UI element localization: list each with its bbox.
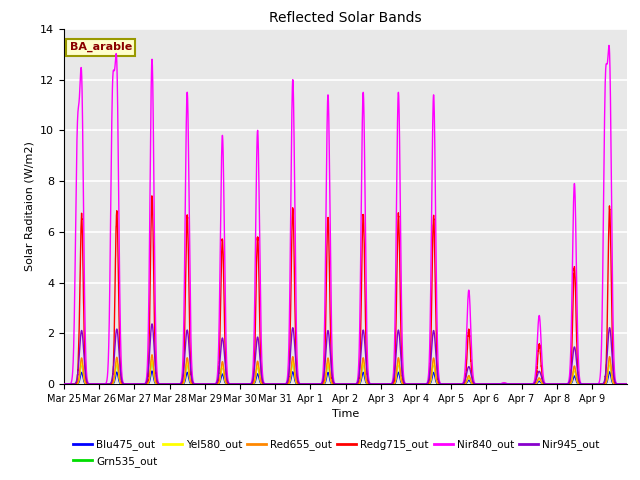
Redg715_out bbox=[367, 381, 374, 387]
X-axis label: Time: Time bbox=[332, 409, 359, 419]
Nir945_out bbox=[623, 381, 631, 387]
Redg715_out bbox=[397, 323, 404, 329]
Redg715_out bbox=[60, 381, 68, 387]
Yel580_out bbox=[148, 357, 156, 362]
Y-axis label: Solar Raditaion (W/m2): Solar Raditaion (W/m2) bbox=[24, 142, 35, 271]
Red655_out bbox=[500, 381, 508, 387]
Nir945_out bbox=[148, 321, 156, 327]
Nir840_out bbox=[397, 235, 404, 240]
Red655_out bbox=[528, 381, 536, 387]
Red655_out bbox=[623, 381, 631, 387]
Nir945_out bbox=[517, 381, 525, 387]
Line: Nir945_out: Nir945_out bbox=[64, 324, 627, 384]
Nir945_out bbox=[60, 381, 68, 387]
Blu475_out bbox=[60, 381, 68, 387]
Nir840_out bbox=[500, 380, 508, 385]
Yel580_out bbox=[623, 381, 631, 387]
Redg715_out bbox=[177, 381, 185, 387]
Blu475_out bbox=[528, 381, 536, 387]
Yel580_out bbox=[543, 381, 550, 387]
Grn535_out bbox=[528, 381, 536, 387]
Red655_out bbox=[543, 381, 550, 387]
Grn535_out bbox=[367, 381, 374, 387]
Red655_out bbox=[177, 381, 185, 387]
Nir840_out bbox=[367, 381, 374, 386]
Nir840_out bbox=[543, 381, 550, 387]
Line: Yel580_out: Yel580_out bbox=[64, 360, 627, 384]
Grn535_out bbox=[148, 357, 156, 362]
Text: BA_arable: BA_arable bbox=[70, 42, 132, 52]
Redg715_out bbox=[528, 381, 536, 387]
Grn535_out bbox=[397, 375, 404, 381]
Yel580_out bbox=[60, 381, 68, 387]
Blu475_out bbox=[397, 379, 404, 384]
Blu475_out bbox=[623, 381, 631, 387]
Title: Reflected Solar Bands: Reflected Solar Bands bbox=[269, 11, 422, 25]
Red655_out bbox=[367, 381, 374, 387]
Blu475_out bbox=[500, 381, 508, 387]
Yel580_out bbox=[528, 381, 536, 387]
Nir945_out bbox=[543, 381, 550, 387]
Nir945_out bbox=[528, 381, 536, 387]
Grn535_out bbox=[518, 381, 525, 387]
Nir840_out bbox=[177, 380, 184, 386]
Nir840_out bbox=[517, 381, 525, 387]
Redg715_out bbox=[148, 193, 156, 199]
Red655_out bbox=[518, 381, 525, 387]
Nir945_out bbox=[500, 381, 508, 387]
Grn535_out bbox=[177, 381, 185, 387]
Grn535_out bbox=[623, 381, 631, 387]
Yel580_out bbox=[177, 381, 185, 387]
Redg715_out bbox=[500, 380, 508, 386]
Line: Redg715_out: Redg715_out bbox=[64, 196, 627, 384]
Redg715_out bbox=[623, 381, 631, 387]
Blu475_out bbox=[177, 381, 185, 387]
Blu475_out bbox=[543, 381, 550, 387]
Line: Blu475_out: Blu475_out bbox=[64, 371, 627, 384]
Nir945_out bbox=[177, 381, 185, 386]
Yel580_out bbox=[518, 381, 525, 387]
Redg715_out bbox=[543, 381, 550, 387]
Yel580_out bbox=[500, 381, 508, 387]
Nir945_out bbox=[397, 352, 404, 358]
Blu475_out bbox=[148, 368, 156, 374]
Nir840_out bbox=[528, 381, 536, 387]
Yel580_out bbox=[397, 375, 404, 381]
Red655_out bbox=[60, 381, 68, 387]
Red655_out bbox=[148, 352, 156, 358]
Line: Nir840_out: Nir840_out bbox=[64, 46, 627, 384]
Red655_out bbox=[397, 373, 404, 379]
Blu475_out bbox=[367, 381, 374, 387]
Nir945_out bbox=[367, 381, 374, 387]
Nir840_out bbox=[605, 43, 613, 48]
Grn535_out bbox=[543, 381, 550, 387]
Grn535_out bbox=[60, 381, 68, 387]
Blu475_out bbox=[518, 381, 525, 387]
Redg715_out bbox=[518, 381, 525, 387]
Line: Red655_out: Red655_out bbox=[64, 355, 627, 384]
Yel580_out bbox=[367, 381, 374, 387]
Legend: Blu475_out, Grn535_out, Yel580_out, Red655_out, Redg715_out, Nir840_out, Nir945_: Blu475_out, Grn535_out, Yel580_out, Red6… bbox=[69, 435, 604, 471]
Grn535_out bbox=[500, 381, 508, 387]
Nir840_out bbox=[60, 381, 68, 387]
Line: Grn535_out: Grn535_out bbox=[64, 360, 627, 384]
Nir840_out bbox=[623, 381, 631, 387]
